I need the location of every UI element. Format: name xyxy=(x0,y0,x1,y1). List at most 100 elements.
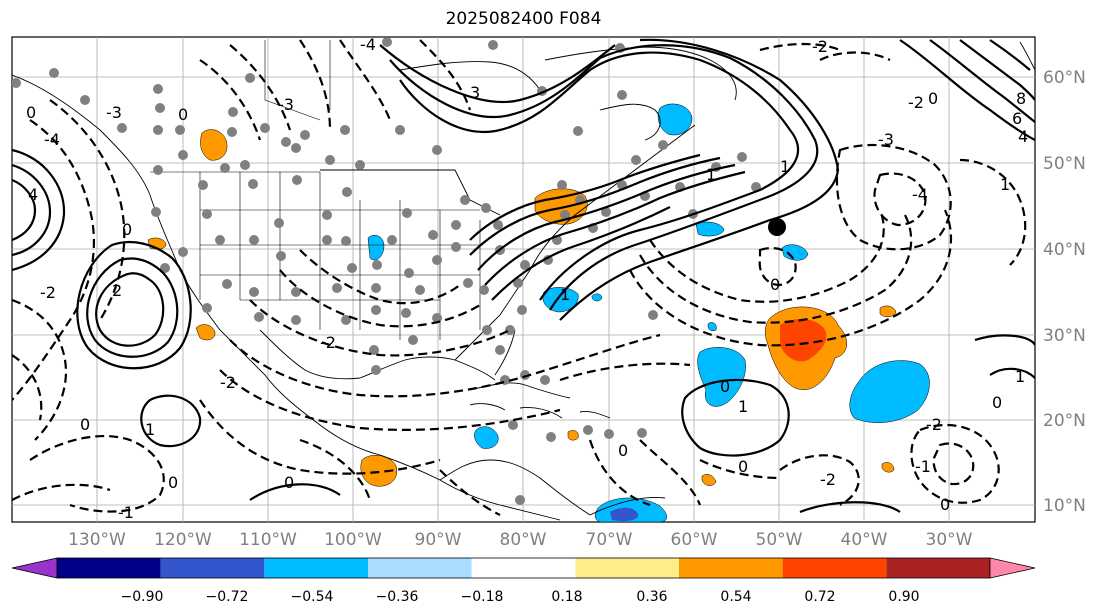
colorbar-tick-label: 0.36 xyxy=(636,589,667,605)
negative-anomaly-area xyxy=(697,347,746,407)
contour-label: -4 xyxy=(912,185,928,204)
contour-label: 1 xyxy=(560,285,570,304)
contour-label: 1 xyxy=(145,420,155,439)
contour-label: 3 xyxy=(470,83,480,102)
longitude-label: 50°W xyxy=(756,530,803,550)
colorbar-segment xyxy=(575,558,679,578)
colorbar-tick-label: 0.18 xyxy=(551,589,582,605)
colorbar-tick-label: 0.72 xyxy=(804,589,835,605)
contour-label: 6 xyxy=(1012,109,1022,128)
colorbar-segment xyxy=(160,558,265,578)
contour-label: 0 xyxy=(284,473,294,492)
longitude-label: 100°W xyxy=(324,530,382,550)
negative-anomaly-area xyxy=(367,235,385,261)
contour-label: -3 xyxy=(278,95,294,114)
contour-label: 0 xyxy=(720,377,730,396)
contour-label: 1 xyxy=(738,397,748,416)
contour-label: 4 xyxy=(1018,127,1028,146)
contour-label: 0 xyxy=(178,105,188,124)
contour-label: -2 xyxy=(220,373,236,392)
positive-anomaly-area xyxy=(195,324,216,341)
negative-anomaly-area xyxy=(707,322,717,332)
positive-anomaly-area xyxy=(567,430,579,441)
latitude-label: 30°N xyxy=(1043,326,1086,346)
contour-label: 1 xyxy=(780,157,790,176)
positive-anomaly-area xyxy=(701,474,717,486)
colorbar-segment xyxy=(782,558,887,578)
contour-label: 1 xyxy=(706,165,716,184)
contour-label: -1 xyxy=(118,503,134,522)
positive-anomaly-area xyxy=(200,129,228,161)
colorbar-tick-label: 0.90 xyxy=(888,589,919,605)
contour-label: -3 xyxy=(878,130,894,149)
longitude-label: 130°W xyxy=(68,530,126,550)
contour-label: -2 xyxy=(40,283,56,302)
contour-label: 0 xyxy=(80,415,90,434)
colorbar-segment xyxy=(264,558,368,578)
positive-anomaly-area xyxy=(879,305,897,317)
latitude-label: 10°N xyxy=(1043,496,1086,516)
dashed-contours xyxy=(12,39,1027,516)
contour-label: 1 xyxy=(1000,175,1010,194)
contour-label: 8 xyxy=(1016,89,1026,108)
contour-label: 4 xyxy=(28,185,38,204)
colorbar-tick-label: 0.54 xyxy=(720,589,751,605)
longitude-label: 110°W xyxy=(239,530,297,550)
colorbar-segment xyxy=(886,558,990,578)
latitude-label: 50°N xyxy=(1043,154,1086,174)
negative-anomaly-area xyxy=(657,103,693,136)
latitude-label: 40°N xyxy=(1043,240,1086,260)
longitude-label: 120°W xyxy=(154,530,212,550)
colorbar xyxy=(11,557,1036,579)
colorbar-tick-label: −0.36 xyxy=(376,589,419,605)
contour-label: 2 xyxy=(112,281,122,300)
contour-label: 0 xyxy=(992,393,1002,412)
contour-label: 0 xyxy=(928,89,938,108)
map-title: 2025082400 F084 xyxy=(445,9,602,29)
strong-positive-anomaly-area xyxy=(780,318,827,362)
longitude-label: 80°W xyxy=(500,530,547,550)
colorbar-tick-label: −0.18 xyxy=(461,589,504,605)
contour-label: 0 xyxy=(168,473,178,492)
colorbar-segment xyxy=(368,558,472,578)
contour-label: -3 xyxy=(106,103,122,122)
contour-label: -2 xyxy=(926,415,942,434)
colorbar-segment xyxy=(679,558,783,578)
negative-anomaly-area xyxy=(474,426,499,449)
positive-anomaly-area xyxy=(360,454,398,487)
station-markers xyxy=(12,37,761,505)
longitude-label: 70°W xyxy=(586,530,633,550)
contour-label: -2 xyxy=(908,93,924,112)
contour-label: -2 xyxy=(812,37,828,56)
longitude-label: 30°W xyxy=(926,530,973,550)
contour-label: 0 xyxy=(738,457,748,476)
contour-label: -1 xyxy=(915,457,931,476)
latitude-axis: 60°N 50°N 40°N 30°N 20°N 10°N xyxy=(1043,68,1086,516)
contour-label: 0 xyxy=(618,441,628,460)
contour-label: -4 xyxy=(360,35,376,54)
longitude-axis: 130°W 120°W 110°W 100°W 90°W 80°W 70°W 6… xyxy=(68,530,973,550)
negative-anomaly-area xyxy=(781,244,809,261)
longitude-label: 40°W xyxy=(841,530,888,550)
contour-label: 1 xyxy=(1015,367,1025,386)
colorbar-segment xyxy=(57,558,161,578)
contour-label: 0 xyxy=(770,275,780,294)
negative-anomaly-area xyxy=(591,293,603,302)
colorbar-segment xyxy=(471,558,576,578)
latitude-label: 20°N xyxy=(1043,411,1086,431)
storm-center-marker xyxy=(768,218,786,236)
colorbar-tick-label: −0.72 xyxy=(206,589,249,605)
longitude-label: 60°W xyxy=(671,530,718,550)
contour-label: 0 xyxy=(122,220,132,239)
contour-label: -2 xyxy=(820,470,836,489)
colorbar-tick-label: −0.90 xyxy=(121,589,164,605)
colorbar-labels: −0.90 −0.72 −0.54 −0.36 −0.18 0.18 0.36 … xyxy=(121,589,920,605)
state-borders xyxy=(150,40,481,340)
contour-label: 0 xyxy=(26,103,36,122)
positive-anomaly-area xyxy=(881,462,895,473)
negative-anomaly-area xyxy=(695,221,725,237)
strong-negative-anomaly-area xyxy=(610,507,639,522)
latitude-label: 60°N xyxy=(1043,68,1086,88)
colorbar-extend-high xyxy=(989,557,1036,579)
